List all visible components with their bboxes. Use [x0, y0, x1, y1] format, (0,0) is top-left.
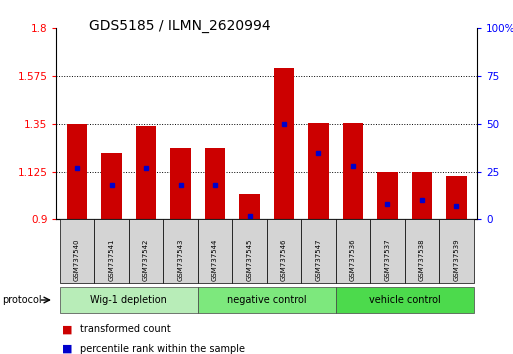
Bar: [205, 148, 225, 219]
Bar: [273, 68, 294, 219]
Text: vehicle control: vehicle control: [369, 295, 441, 305]
Text: negative control: negative control: [227, 295, 307, 305]
Bar: [136, 126, 156, 219]
Text: Wig-1 depletion: Wig-1 depletion: [90, 295, 167, 305]
Text: GSM737546: GSM737546: [281, 239, 287, 281]
Text: GSM737540: GSM737540: [74, 239, 80, 281]
Bar: [239, 194, 260, 219]
Text: GSM737539: GSM737539: [453, 239, 460, 281]
Text: GSM737542: GSM737542: [143, 239, 149, 281]
Text: GSM737538: GSM737538: [419, 239, 425, 281]
Text: GDS5185 / ILMN_2620994: GDS5185 / ILMN_2620994: [89, 19, 270, 34]
Bar: [101, 153, 122, 219]
Bar: [377, 172, 398, 219]
Bar: [308, 123, 329, 219]
Text: GSM737537: GSM737537: [384, 239, 390, 281]
Bar: [446, 176, 467, 219]
Text: GSM737547: GSM737547: [315, 239, 322, 281]
Text: GSM737541: GSM737541: [109, 239, 114, 281]
Text: GSM737545: GSM737545: [247, 239, 252, 281]
Text: ■: ■: [62, 344, 72, 354]
Text: ■: ■: [62, 324, 72, 334]
Text: percentile rank within the sample: percentile rank within the sample: [80, 344, 245, 354]
Bar: [67, 124, 87, 219]
Text: protocol: protocol: [3, 295, 42, 305]
Text: transformed count: transformed count: [80, 324, 170, 334]
Text: GSM737536: GSM737536: [350, 239, 356, 281]
Text: GSM737544: GSM737544: [212, 239, 218, 281]
Text: GSM737543: GSM737543: [177, 239, 184, 281]
Bar: [170, 148, 191, 219]
Bar: [411, 172, 432, 219]
Bar: [343, 123, 363, 219]
